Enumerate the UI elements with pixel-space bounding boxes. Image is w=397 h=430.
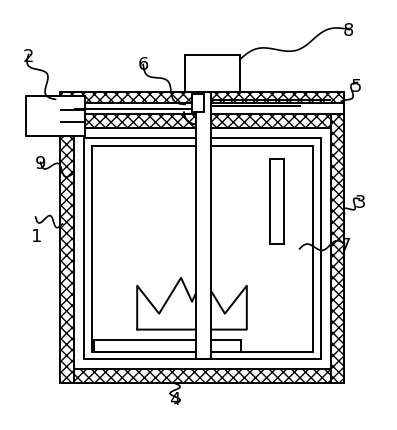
Bar — [185, 55, 240, 93]
Bar — [85, 139, 320, 359]
Text: 1: 1 — [31, 227, 42, 246]
Bar — [331, 115, 345, 384]
Bar — [93, 147, 312, 352]
Bar — [60, 93, 345, 115]
Text: 6: 6 — [137, 56, 149, 74]
Text: 9: 9 — [35, 155, 46, 172]
Text: 2: 2 — [23, 47, 34, 65]
Bar — [60, 104, 345, 115]
Bar — [26, 97, 85, 137]
Text: 5: 5 — [351, 77, 362, 95]
Bar — [74, 129, 331, 370]
Text: 8: 8 — [343, 22, 355, 40]
Text: 3: 3 — [355, 193, 366, 211]
Bar — [270, 160, 284, 244]
Bar — [60, 93, 345, 104]
Bar — [60, 370, 345, 384]
Bar — [94, 340, 241, 352]
Bar — [192, 95, 204, 113]
Text: 4: 4 — [169, 390, 181, 408]
Bar — [60, 115, 345, 129]
Bar — [196, 93, 211, 359]
Bar — [60, 115, 74, 384]
Bar — [60, 115, 345, 384]
Text: 7: 7 — [339, 236, 351, 254]
